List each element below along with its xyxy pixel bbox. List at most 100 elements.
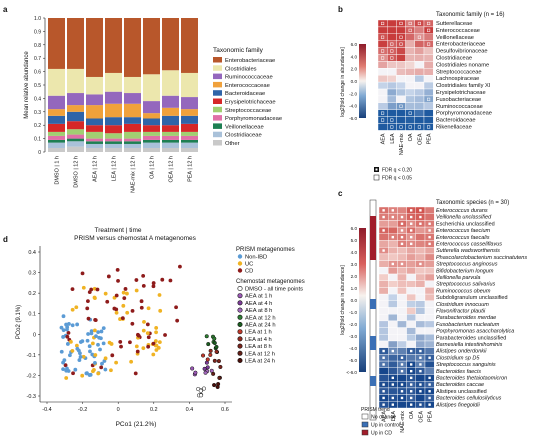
a-bar-segment	[181, 135, 198, 140]
d-chemostat-point	[212, 340, 217, 346]
c-fdr-marker	[428, 356, 431, 359]
d-prism-point	[118, 340, 123, 344]
c-scale-label: -1.0	[349, 310, 357, 315]
d-prism-point	[116, 278, 120, 283]
b-fdr-marker	[390, 42, 394, 46]
d-prism-point	[151, 284, 156, 289]
c-heat-cell	[415, 287, 426, 295]
d-prism-point	[85, 338, 90, 343]
d-prism-point	[105, 299, 110, 304]
b-heat-cell	[405, 40, 416, 48]
a-category-label: PEA | 12 h	[188, 156, 194, 182]
d-prism-point	[114, 293, 119, 298]
d-prism-point	[74, 343, 79, 348]
a-bar-segment	[86, 141, 103, 144]
panel-a-xticks: DMSO | 1 h DMSO | 12 h AEA | 12 h LEA | 12 …	[55, 156, 194, 193]
a-bar-segment	[67, 93, 84, 106]
b-heat-cell	[414, 88, 425, 97]
c-col-label: AEA	[382, 411, 388, 422]
c-trend-cell-control	[370, 336, 376, 350]
d-ytick-label: 0	[33, 332, 36, 338]
c-fdr-marker	[410, 390, 413, 393]
c-heat-cell	[388, 314, 398, 322]
a-bar-segment	[48, 18, 65, 69]
d-xtick-label: 0.4	[186, 407, 194, 413]
a-category-label: NAE-mix | 12 h	[131, 156, 137, 193]
a-ytick-label: 0.7	[34, 56, 41, 62]
d-prism-point	[69, 339, 73, 344]
d-legend2-label: LEA at 4 h	[245, 337, 272, 343]
d-prism-point	[68, 353, 72, 358]
d-prism-point	[151, 341, 156, 346]
c-trend-cell-control	[370, 299, 376, 309]
c-heat-cell	[388, 340, 398, 348]
d-prism-point	[160, 277, 165, 282]
d-legend2-label: AEA at 8 h	[245, 308, 272, 314]
d-prism-point	[157, 340, 162, 345]
a-bar-segment	[105, 72, 122, 92]
a-bar-segment	[124, 117, 141, 124]
d-xtick-label: 0.2	[150, 407, 158, 413]
d-prism-point	[98, 347, 102, 352]
a-bar-segment	[86, 125, 103, 132]
d-prism-point	[66, 330, 71, 335]
d-xtick-label: 0.6	[221, 407, 229, 413]
d-prism-point	[70, 287, 75, 292]
c-scale-label: 6.0	[351, 226, 358, 231]
c-fdr-marker	[428, 222, 431, 225]
b-heat-cell	[423, 19, 434, 28]
panel-b-colorbar	[359, 44, 366, 118]
c-heat-cell	[378, 253, 389, 261]
a-legend-swatch	[213, 131, 222, 138]
trend-legend-label: No change	[371, 415, 396, 421]
a-legend-swatch	[213, 140, 222, 146]
d-prism-point	[94, 334, 98, 339]
c-fdr-marker	[428, 403, 431, 406]
d-prism-point	[178, 264, 182, 269]
c-heat-cell	[415, 394, 426, 402]
d-prism-point	[99, 336, 103, 341]
c-fdr-marker	[382, 396, 385, 400]
d-prism-point	[134, 344, 139, 349]
c-heat-cell	[378, 280, 389, 288]
b-heat-cell	[414, 81, 425, 90]
d-prism-point	[65, 342, 70, 346]
c-heat-cell	[424, 273, 435, 281]
d-prism-point	[63, 363, 68, 368]
c-heat-cell	[378, 273, 389, 281]
d-legend2-label: AEA at 4 h	[245, 301, 272, 307]
d-prism-point	[145, 331, 150, 336]
b-scale-label: -6.0	[349, 116, 357, 121]
c-heat-cell	[378, 293, 389, 302]
c-row-label: Clostridium innocuum	[436, 302, 489, 308]
a-bar-segment	[181, 142, 198, 148]
d-prism-point	[81, 354, 86, 359]
c-scale-label: 5.0	[351, 238, 358, 243]
c-row-label: Enterococcus faecalis	[436, 235, 490, 241]
a-bar-segment	[48, 95, 65, 110]
a-legend-label: Bacteroidaceae	[225, 91, 265, 97]
b-col-label: OA	[408, 133, 414, 141]
d-prism-point	[101, 341, 106, 346]
c-heat-cell	[378, 314, 389, 322]
c-col-label: LEA	[391, 411, 397, 422]
c-scale-label: 3.0	[351, 262, 358, 267]
a-bar-segment	[105, 18, 122, 73]
d-prism-point	[135, 349, 140, 354]
c-heat-cell	[397, 280, 407, 288]
d-legend2-label: AEA at 1 h	[245, 294, 272, 300]
d-legend2-marker	[237, 307, 243, 313]
a-bar-segment	[48, 115, 65, 124]
a-bar-segment	[181, 131, 198, 136]
a-bar-segment	[86, 105, 103, 119]
b-heat-cell	[396, 102, 406, 110]
c-fdr-marker	[391, 396, 394, 400]
c-fdr-marker	[391, 235, 394, 239]
c-scale-label: 2.0	[351, 274, 358, 279]
b-fdr-marker	[390, 49, 394, 53]
d-ytick-label: 0.3	[28, 271, 36, 277]
b-fdr-marker	[399, 125, 403, 129]
d-prism-point	[106, 274, 111, 279]
